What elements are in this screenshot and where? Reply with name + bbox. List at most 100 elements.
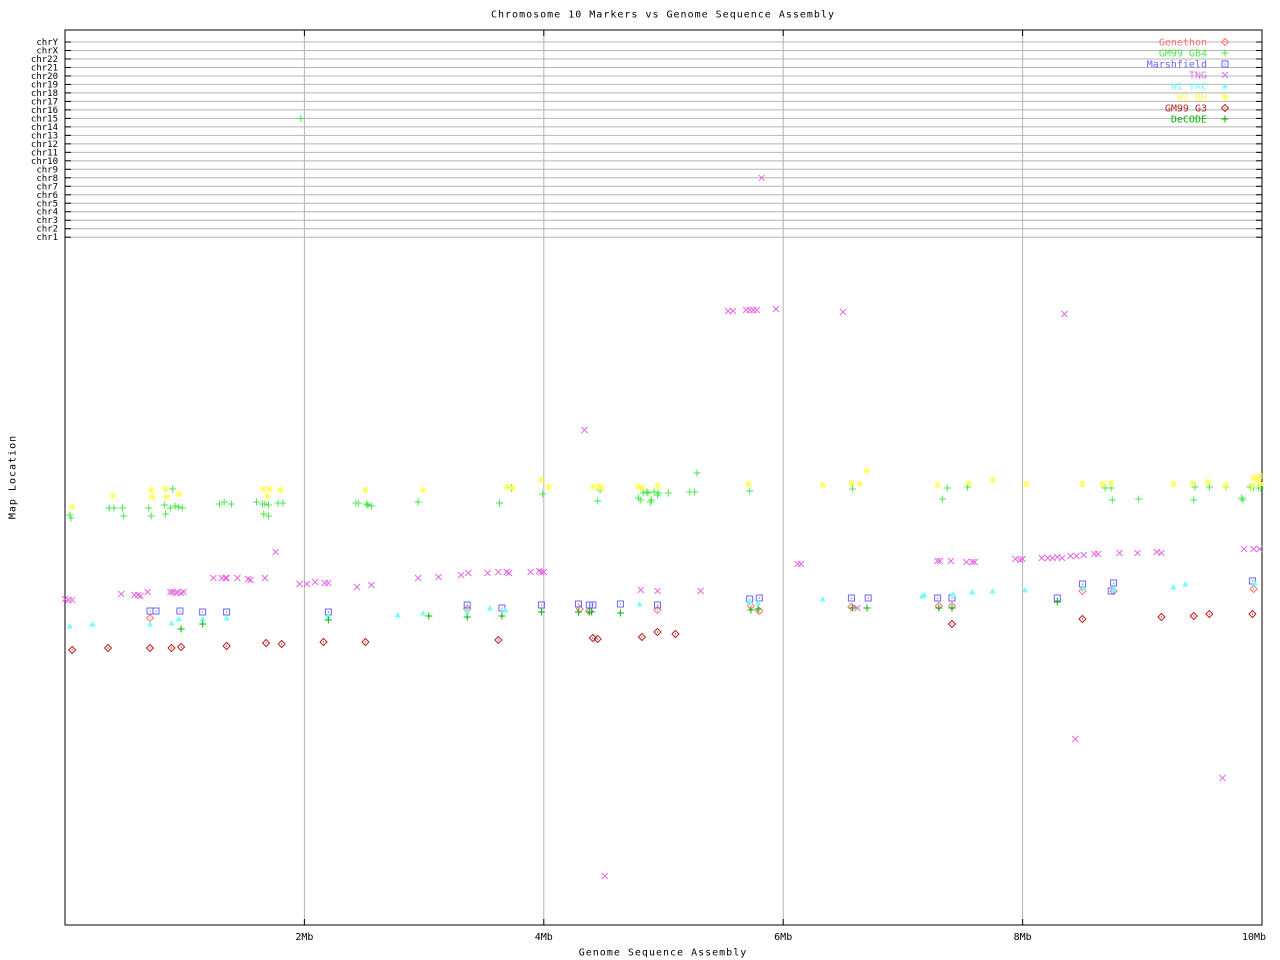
marker-square-dot	[466, 604, 468, 606]
marker-asterisk	[654, 482, 662, 490]
marker-asterisk	[260, 485, 268, 493]
marker-plus	[648, 496, 656, 504]
chromosome-label: chr8	[36, 174, 58, 184]
marker-plus	[496, 499, 504, 507]
marker-plus	[655, 489, 663, 497]
marker-diamond-dot	[281, 643, 283, 645]
marker-cross	[296, 580, 303, 588]
marker-diamond-dot	[850, 606, 853, 608]
legend-label: Marshfield	[1147, 60, 1207, 71]
marker-plus	[1053, 598, 1061, 606]
marker-square	[934, 594, 942, 602]
marker-cross	[962, 558, 970, 566]
marker-diamond-dot	[656, 631, 659, 633]
marker-triangle	[1222, 83, 1228, 89]
marker-cross	[1134, 549, 1141, 557]
marker-plus	[220, 498, 228, 506]
marker-plus	[463, 613, 471, 621]
marker-asterisk	[503, 483, 511, 491]
marker-plus	[537, 608, 545, 616]
marker-plus	[215, 500, 223, 508]
marker-plus	[498, 612, 506, 620]
marker-cross	[117, 590, 125, 598]
marker-asterisk	[109, 492, 117, 500]
marker-cross	[936, 557, 944, 565]
marker-square-dot	[619, 603, 622, 605]
x-tick-label: 4Mb	[535, 932, 553, 943]
marker-plus	[664, 489, 672, 497]
marker-plus	[943, 484, 951, 492]
marker-cross	[654, 587, 661, 595]
marker-asterisk	[1107, 479, 1115, 487]
marker-cross	[968, 558, 976, 566]
marker-square-dot	[540, 604, 543, 606]
chromosome-label: chr22	[31, 55, 58, 65]
plot-border	[64, 29, 1263, 926]
marker-cross	[272, 548, 280, 556]
marker-diamond-dot	[1253, 588, 1255, 590]
marker-asterisk	[989, 476, 997, 484]
marker-asterisk	[1221, 93, 1229, 101]
marker-plus	[354, 499, 362, 507]
marker-cross	[414, 574, 422, 582]
marker-cross	[1071, 735, 1079, 743]
marker-asterisk	[1189, 479, 1197, 487]
marker-diamond	[1248, 609, 1257, 619]
marker-square	[1078, 580, 1086, 588]
marker-cross	[724, 307, 732, 315]
marker-triangle	[199, 616, 206, 622]
marker-cross	[494, 568, 502, 576]
marker-cross	[1240, 545, 1248, 553]
chromosome-label: chr11	[31, 148, 58, 158]
marker-triangle	[636, 601, 643, 607]
marker-cross	[637, 586, 645, 594]
marker-diamond	[1249, 584, 1258, 594]
marker-plus	[1221, 49, 1229, 57]
marker-cross	[1044, 554, 1052, 562]
marker-diamond	[593, 634, 602, 644]
marker-diamond-dot	[951, 623, 953, 625]
marker-plus	[1191, 483, 1199, 491]
marker-diamond-dot	[758, 610, 760, 612]
marker-diamond	[585, 606, 594, 616]
marker-diamond	[1220, 37, 1230, 47]
chromosome-label: chr18	[31, 89, 58, 99]
marker-cross	[601, 872, 609, 880]
marker-plus	[414, 498, 422, 506]
marker-cross	[144, 588, 151, 596]
marker-diamond-dot	[149, 617, 151, 619]
legend-label: DeCODE	[1171, 115, 1207, 126]
chromosome-label: chr3	[36, 216, 58, 226]
marker-plus	[162, 510, 170, 518]
marker-diamond	[277, 639, 286, 649]
marker-diamond-dot	[656, 609, 659, 611]
marker-triangle	[819, 596, 826, 602]
marker-plus	[279, 499, 287, 507]
marker-plus	[644, 489, 652, 497]
marker-cross	[68, 596, 76, 604]
marker-diamond	[947, 619, 957, 629]
chromosome-label: chr14	[31, 123, 58, 133]
marker-plus	[938, 495, 946, 503]
marker-cross	[839, 308, 847, 316]
chromosome-label: chr12	[31, 140, 58, 150]
marker-square-dot	[1113, 582, 1115, 584]
marker-asterisk	[634, 483, 642, 491]
marker-diamond-dot	[265, 642, 267, 644]
marker-plus	[935, 604, 943, 612]
x-tick-label: 2Mb	[295, 932, 313, 943]
chart-title: Chromosome 10 Markers vs Genome Sequence…	[490, 9, 836, 21]
chromosome-label: chr17	[31, 97, 58, 107]
marker-asterisk	[175, 490, 183, 498]
marker-asterisk	[1169, 480, 1177, 488]
marker-cross	[527, 568, 534, 576]
marker-plus	[367, 502, 375, 510]
marker-asterisk	[1078, 480, 1086, 488]
marker-square	[575, 600, 583, 608]
marker-asterisk	[863, 467, 871, 475]
marker-square	[616, 600, 624, 608]
marker-cross	[484, 569, 491, 577]
marker-plus	[616, 609, 624, 617]
marker-square-dot	[149, 610, 151, 612]
marker-square	[537, 601, 545, 609]
